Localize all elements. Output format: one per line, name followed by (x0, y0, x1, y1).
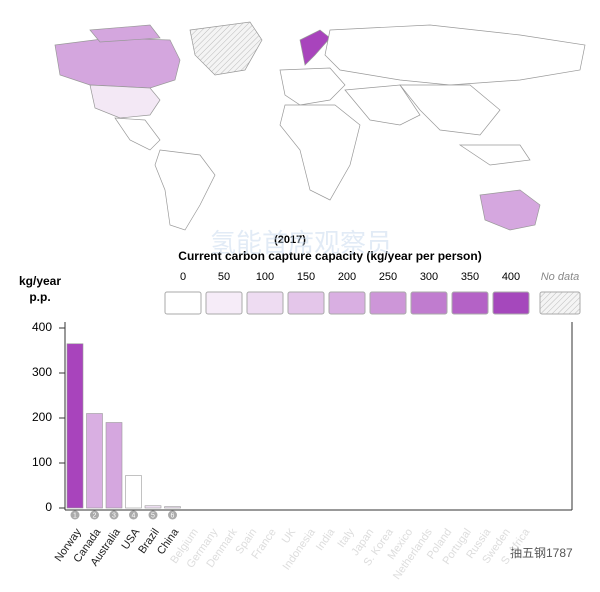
y-tick-label: 300 (32, 365, 52, 379)
y-tick-label: 200 (32, 410, 52, 424)
legend-swatch (492, 291, 530, 315)
world-map (54, 21, 586, 231)
legend-tick-label: 250 (379, 271, 397, 283)
legend-year: (2017) (274, 234, 306, 246)
legend-no-data: No data (541, 271, 580, 283)
legend-tick-label: 400 (502, 271, 520, 283)
legend-swatch (205, 291, 243, 315)
legend-title: Current carbon capture capacity (kg/year… (178, 249, 481, 263)
bar (164, 506, 181, 509)
y-axis-label: p.p. (29, 290, 50, 304)
rank-label: 4 (132, 512, 136, 519)
y-tick-label: 400 (32, 320, 52, 334)
y-tick-label: 100 (32, 455, 52, 469)
rank-badge (70, 510, 80, 520)
rank-label: 2 (93, 512, 97, 519)
legend-tick-label: 0 (180, 271, 186, 283)
watermark: 抽五钢1787 (510, 546, 573, 560)
bar (125, 475, 142, 509)
legend-swatch (328, 291, 366, 315)
legend-tick-label: 300 (420, 271, 438, 283)
legend-tick-label: 200 (338, 271, 356, 283)
legend-swatch (410, 291, 448, 315)
y-tick-label: 0 (45, 500, 52, 514)
bar (144, 505, 162, 509)
legend-no-data-swatch (539, 291, 581, 315)
rank-badge (129, 510, 138, 520)
rank-badge (148, 510, 158, 520)
legend-swatch (246, 291, 284, 315)
bar (105, 422, 123, 509)
rank-badge (109, 510, 119, 520)
legend-tick-label: 50 (218, 271, 230, 283)
rank-badge (168, 510, 177, 520)
rank-badge (90, 510, 99, 520)
rank-label: 3 (112, 512, 116, 519)
rank-label: 1 (73, 512, 77, 519)
legend-tick-label: 150 (297, 271, 315, 283)
legend-swatch (287, 291, 325, 315)
bar (86, 413, 103, 509)
bar (66, 343, 84, 509)
rank-label: 5 (151, 512, 155, 519)
legend-swatch (451, 291, 489, 315)
y-axis-label: kg/year (19, 274, 61, 288)
x-tick-label: India (314, 526, 338, 553)
legend-swatch (164, 291, 202, 315)
legend-swatch (369, 291, 407, 315)
legend-tick-label: 350 (461, 271, 479, 283)
rank-label: 6 (171, 512, 175, 519)
watermark: 氢能首席观察员 (210, 228, 392, 258)
legend-tick-label: 100 (256, 271, 274, 283)
